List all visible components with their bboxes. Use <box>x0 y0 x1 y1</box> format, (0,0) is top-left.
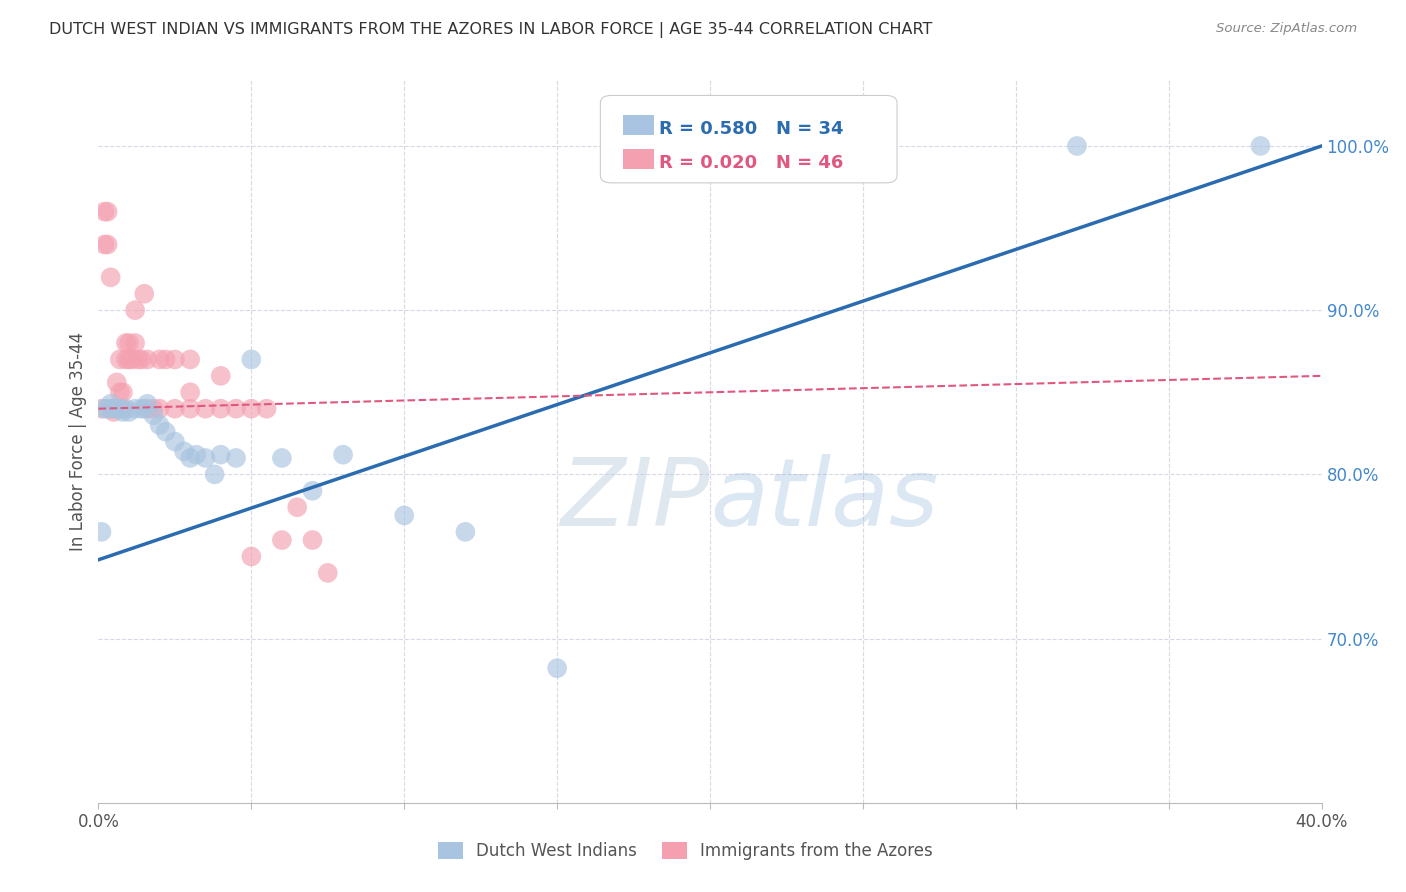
Point <box>108 385 131 400</box>
Point <box>209 448 232 462</box>
Point <box>179 352 201 367</box>
Point <box>179 401 201 416</box>
Point <box>225 450 247 465</box>
Point <box>103 405 125 419</box>
Point <box>1249 139 1271 153</box>
Point <box>546 661 568 675</box>
Point <box>97 401 120 416</box>
Point <box>186 448 208 462</box>
Text: DUTCH WEST INDIAN VS IMMIGRANTS FROM THE AZORES IN LABOR FORCE | AGE 35-44 CORRE: DUTCH WEST INDIAN VS IMMIGRANTS FROM THE… <box>49 22 932 38</box>
Point <box>118 405 141 419</box>
Point <box>301 533 323 547</box>
Point <box>163 434 186 449</box>
Point <box>124 336 146 351</box>
Point <box>1066 139 1088 153</box>
Text: atlas: atlas <box>710 454 938 545</box>
Point <box>105 376 128 390</box>
Text: Source: ZipAtlas.com: Source: ZipAtlas.com <box>1216 22 1357 36</box>
Point <box>124 303 146 318</box>
Text: R = 0.020   N = 46: R = 0.020 N = 46 <box>659 154 844 172</box>
Point <box>270 533 292 547</box>
Point <box>127 352 149 367</box>
Point <box>134 401 156 416</box>
Point <box>90 524 112 539</box>
Point <box>105 401 128 416</box>
Point <box>209 368 232 383</box>
Point <box>155 425 177 439</box>
Point <box>149 401 172 416</box>
Point <box>149 352 172 367</box>
Point <box>97 204 120 219</box>
Point <box>103 401 125 416</box>
Point <box>118 352 141 367</box>
Point <box>179 385 201 400</box>
Point <box>105 401 128 416</box>
Point <box>240 549 263 564</box>
Point <box>179 450 201 465</box>
Point <box>108 401 131 416</box>
Point <box>111 385 134 400</box>
Point <box>194 401 217 416</box>
Point <box>124 401 146 416</box>
Point <box>155 352 177 367</box>
Point <box>270 450 292 465</box>
Point <box>301 483 323 498</box>
Point <box>332 448 354 462</box>
Point <box>115 401 138 416</box>
Point <box>93 401 115 416</box>
Point <box>134 286 156 301</box>
Point <box>136 397 159 411</box>
Point <box>204 467 226 482</box>
Point <box>100 270 122 285</box>
Point <box>149 418 172 433</box>
Point <box>142 401 165 416</box>
Point <box>285 500 308 515</box>
Point <box>225 401 247 416</box>
Point <box>97 237 120 252</box>
Legend: Dutch West Indians, Immigrants from the Azores: Dutch West Indians, Immigrants from the … <box>432 835 939 867</box>
Point <box>111 405 134 419</box>
Point <box>316 566 339 580</box>
Point <box>163 401 186 416</box>
Point <box>173 444 195 458</box>
Point <box>108 352 131 367</box>
Point <box>93 204 115 219</box>
Point <box>93 237 115 252</box>
Text: R = 0.580   N = 34: R = 0.580 N = 34 <box>659 120 844 138</box>
Point <box>142 409 165 423</box>
Text: ZIP: ZIP <box>561 454 710 545</box>
Point <box>209 401 232 416</box>
Point <box>90 401 112 416</box>
Point <box>136 352 159 367</box>
Point <box>256 401 278 416</box>
Point <box>129 352 152 367</box>
Point <box>118 336 141 351</box>
Point <box>136 401 159 416</box>
Point <box>163 352 186 367</box>
Point <box>240 352 263 367</box>
Point <box>115 352 138 367</box>
Point <box>111 401 134 416</box>
Point <box>240 401 263 416</box>
Point <box>121 352 143 367</box>
Point <box>100 397 122 411</box>
Point <box>454 524 477 539</box>
Y-axis label: In Labor Force | Age 35-44: In Labor Force | Age 35-44 <box>69 332 87 551</box>
Point <box>115 336 138 351</box>
Point <box>129 401 152 416</box>
Point <box>100 401 122 416</box>
Point <box>194 450 217 465</box>
Point <box>392 508 416 523</box>
